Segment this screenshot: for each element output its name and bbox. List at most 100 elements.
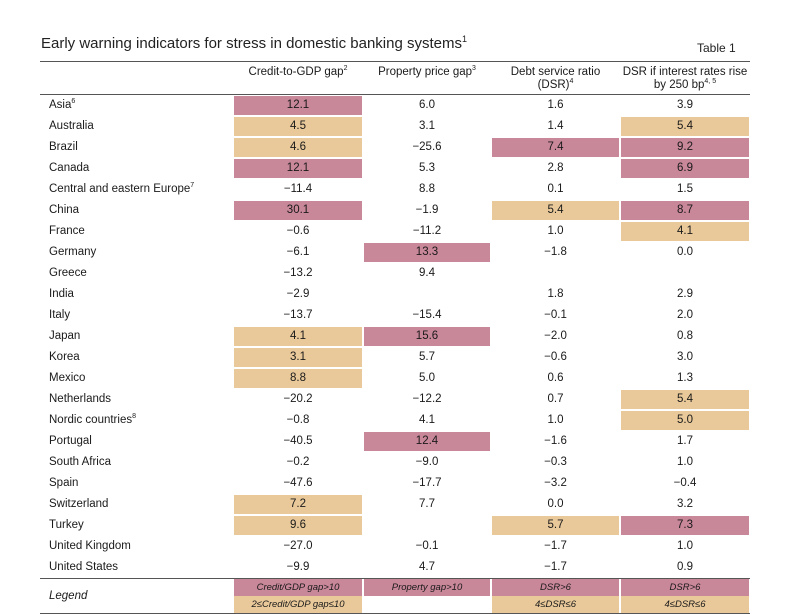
table-row: Netherlands −20.2 −12.2 0.7 5.4 — [40, 389, 750, 410]
credit-gap-value: 4.5 — [234, 117, 362, 136]
table-number: Table 1 — [697, 41, 736, 55]
dsr-shock-value: 0.9 — [677, 561, 693, 573]
credit-gap-cell: −0.2 — [233, 452, 363, 473]
property-gap-cell: 15.6 — [363, 326, 491, 347]
dsr-cell: −0.1 — [491, 305, 620, 326]
credit-gap-cell: 4.6 — [233, 137, 363, 158]
indicators-table: Credit-to-GDP gap2 Property price gap3 D… — [40, 62, 750, 614]
dsr-value: 0.1 — [547, 183, 564, 195]
dsr-value: 1.6 — [547, 99, 564, 111]
property-gap-value: 5.7 — [419, 351, 435, 363]
property-gap-cell: −25.6 — [363, 137, 491, 158]
credit-gap-value: −20.2 — [283, 393, 313, 405]
credit-gap-cell: −20.2 — [233, 389, 363, 410]
credit-gap-cell: −9.9 — [233, 557, 363, 579]
dsr-shock-cell: 1.0 — [620, 536, 750, 557]
table-row: Germany −6.1 13.3 −1.8 0.0 — [40, 242, 750, 263]
table-row: Asia6 12.1 6.0 1.6 3.9 — [40, 95, 750, 117]
table-title-text: Early warning indicators for stress in d… — [41, 35, 462, 52]
property-gap-cell: −15.4 — [363, 305, 491, 326]
credit-gap-value: −27.0 — [283, 540, 313, 552]
dsr-cell: −2.0 — [491, 326, 620, 347]
dsr-value: −1.6 — [544, 435, 567, 447]
credit-gap-value: −13.2 — [283, 267, 313, 279]
credit-gap-cell: −6.1 — [233, 242, 363, 263]
header-credit-gap: Credit-to-GDP gap2 — [233, 62, 363, 95]
table-row: Italy −13.7 −15.4 −0.1 2.0 — [40, 305, 750, 326]
credit-gap-value: −13.7 — [283, 309, 313, 321]
dsr-value: 7.4 — [492, 138, 619, 157]
country-label: South Africa — [49, 456, 112, 468]
dsr-shock-value: 6.9 — [621, 159, 749, 178]
legend-cell: Property gap>10 — [363, 579, 491, 596]
dsr-cell: 1.0 — [491, 221, 620, 242]
dsr-cell: −0.3 — [491, 452, 620, 473]
country-name: Switzerland — [40, 494, 233, 515]
country-label: Spain — [49, 477, 79, 489]
table-row: Turkey 9.6 5.7 7.3 — [40, 515, 750, 536]
legend-cell: 2≤Credit/GDP gap≤10 — [233, 596, 363, 614]
dsr-shock-cell: 8.7 — [620, 200, 750, 221]
dsr-shock-cell: 2.0 — [620, 305, 750, 326]
dsr-value: 0.7 — [547, 393, 564, 405]
country-label: Australia — [49, 120, 94, 132]
credit-gap-cell: 12.1 — [233, 95, 363, 117]
legend-swatch-label: DSR>6 — [492, 579, 619, 596]
property-gap-value: −17.7 — [412, 477, 442, 489]
table-row: India −2.9 1.8 2.9 — [40, 284, 750, 305]
dsr-shock-value: 0.8 — [677, 330, 693, 342]
dsr-value: 1.4 — [547, 120, 564, 132]
credit-gap-cell: 8.8 — [233, 368, 363, 389]
property-gap-value: 5.0 — [419, 372, 435, 384]
property-gap-value: 6.0 — [419, 99, 435, 111]
country-name: Korea — [40, 347, 233, 368]
property-gap-cell: 5.0 — [363, 368, 491, 389]
dsr-shock-value: 4.1 — [621, 222, 749, 241]
credit-gap-value: −0.2 — [286, 456, 310, 468]
legend-swatch-label: 4≤DSR≤6 — [492, 596, 619, 613]
country-name: China — [40, 200, 233, 221]
property-gap-cell: 3.1 — [363, 116, 491, 137]
property-gap-cell: −9.0 — [363, 452, 491, 473]
property-gap-cell: 9.4 — [363, 263, 491, 284]
property-gap-value: 15.6 — [364, 327, 490, 346]
dsr-shock-value: 3.0 — [677, 351, 693, 363]
country-label: Central and eastern Europe — [49, 183, 191, 195]
legend-cell: Credit/GDP gap>10 — [233, 579, 363, 596]
property-gap-value: 7.7 — [419, 498, 435, 510]
property-gap-cell: −11.2 — [363, 221, 491, 242]
property-gap-value: −1.9 — [415, 204, 439, 216]
table-row: Brazil 4.6 −25.6 7.4 9.2 — [40, 137, 750, 158]
dsr-shock-value: 7.3 — [621, 516, 749, 535]
country-name: Germany — [40, 242, 233, 263]
property-gap-cell: 5.3 — [363, 158, 491, 179]
country-label: United States — [49, 561, 119, 573]
table-row: Switzerland 7.2 7.7 0.0 3.2 — [40, 494, 750, 515]
table-row: Greece −13.2 9.4 — [40, 263, 750, 284]
dsr-cell: 5.7 — [491, 515, 620, 536]
credit-gap-value: 8.8 — [234, 369, 362, 388]
credit-gap-value: −6.1 — [286, 246, 310, 258]
legend-label: Legend — [49, 589, 88, 602]
credit-gap-cell: −0.8 — [233, 410, 363, 431]
header-label: Property price gap — [378, 66, 473, 78]
property-gap-cell: −17.7 — [363, 473, 491, 494]
credit-gap-value: 4.1 — [234, 327, 362, 346]
table-row: China 30.1 −1.9 5.4 8.7 — [40, 200, 750, 221]
header-row: Credit-to-GDP gap2 Property price gap3 D… — [40, 62, 750, 95]
country-label: Greece — [49, 267, 87, 279]
dsr-shock-value: 5.0 — [621, 411, 749, 430]
dsr-shock-cell: 0.9 — [620, 557, 750, 579]
dsr-shock-value: 1.0 — [677, 456, 693, 468]
country-label: Turkey — [49, 519, 84, 531]
dsr-shock-cell: 3.9 — [620, 95, 750, 117]
property-gap-cell: 4.7 — [363, 557, 491, 579]
table-row: Korea 3.1 5.7 −0.6 3.0 — [40, 347, 750, 368]
dsr-shock-value: −0.4 — [673, 477, 697, 489]
country-name: South Africa — [40, 452, 233, 473]
property-gap-cell: −12.2 — [363, 389, 491, 410]
dsr-cell: 1.8 — [491, 284, 620, 305]
table-row: Australia 4.5 3.1 1.4 5.4 — [40, 116, 750, 137]
property-gap-value: 4.1 — [419, 414, 435, 426]
dsr-cell: 1.4 — [491, 116, 620, 137]
